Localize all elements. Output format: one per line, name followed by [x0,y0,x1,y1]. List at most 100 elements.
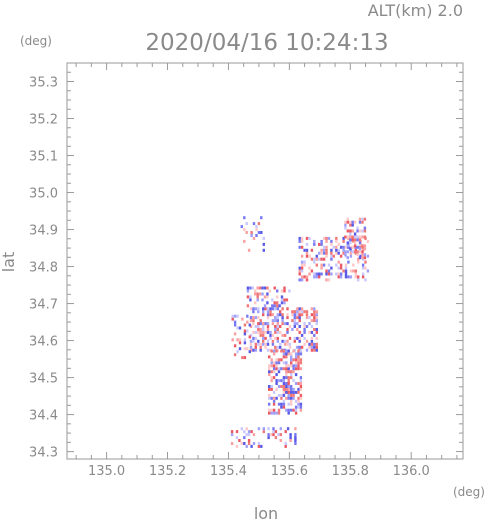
radar-cell [236,338,239,342]
x-axis-label: lon [254,504,278,521]
altitude-label: ALT(km) 2.0 [368,1,463,20]
radar-cell [271,304,274,308]
radar-cell [361,244,364,248]
radar-cell [264,336,267,340]
radar-cell [294,427,297,431]
radar-cell [231,314,234,318]
radar-cell [361,250,364,254]
radar-cell [276,316,279,320]
radar-cell [287,370,290,374]
radar-cell [238,326,242,330]
radar-cell [322,251,326,255]
radar-cell [291,319,294,323]
radar-cell [310,342,314,346]
radar-cell [335,236,338,240]
radar-cell [257,339,260,343]
radar-cell [286,307,289,311]
radar-cell [288,325,292,328]
y-tick-label: 35.3 [29,76,58,91]
radar-cell [313,272,316,276]
radar-cell [286,316,289,320]
radar-cell [293,316,296,320]
radar-cell [287,352,290,356]
radar-cell [344,220,347,224]
radar-cell [308,345,311,349]
radar-cell [361,263,365,267]
radar-cell [257,427,261,431]
radar-cell [291,310,294,314]
radar-cell [298,345,301,349]
radar-cell [264,345,267,349]
radar-cell [297,352,300,356]
radar-cell [277,411,281,415]
radar-cell [277,385,281,388]
radar-cell [297,390,300,394]
radar-cell [299,361,303,365]
radar-cell [347,275,350,279]
radar-cell [261,292,264,296]
radar-cell [330,248,333,252]
radar-cell [344,272,348,276]
radar-cell [285,367,288,371]
radar-cell [305,254,309,258]
radar-cell [238,439,241,442]
radar-cell [278,304,281,308]
radar-cell [299,402,303,406]
radar-cell [241,356,244,360]
radar-cell [337,242,340,246]
plot-frame [66,62,464,460]
radar-cell [358,229,362,233]
radar-cell [287,364,290,368]
radar-cell [274,319,277,323]
radar-cell [249,316,253,320]
radar-cell [247,248,251,252]
axis-ticks: 135.0 135.2 135.4 135.6 135.8 136.0 34.3 34.4 34… [29,62,463,479]
radar-cell [310,319,314,323]
radar-cell [315,348,318,352]
y-tick-label: 34.8 [29,261,58,276]
radar-cell [349,275,353,279]
radar-cell [282,405,286,409]
radar-cell [315,254,318,258]
radar-cell [254,348,257,352]
radar-cell [361,235,364,239]
radar-cell [250,234,253,237]
radar-cell [349,223,352,227]
radar-cell [276,325,279,328]
radar-cell [238,341,242,345]
radar-cell [290,396,293,400]
radar-cell [287,396,290,400]
radar-cell [257,442,261,445]
radar-cell [257,316,260,320]
radar-cell [330,257,333,261]
radar-cell [280,295,284,299]
radar-cell [262,310,265,314]
radar-cell [342,236,345,240]
radar-cell [262,322,265,326]
radar-cell [270,349,273,353]
radar-cell [261,286,264,290]
radar-cell [353,235,357,239]
radar-cell [276,330,279,334]
radar-cell [358,247,362,251]
radar-cell [305,325,309,328]
radar-cell [303,328,306,331]
radar-cell [287,385,290,388]
radar-cell [318,275,321,279]
radar-cell [313,328,316,331]
radar-cell [272,361,276,365]
radar-cell [275,358,278,362]
radar-cell [281,339,284,343]
radar-cell [353,241,357,245]
radar-cell [246,289,250,293]
radar-cell [313,313,316,317]
radar-cell [270,408,273,412]
radar-cell [294,411,298,415]
radar-cell [249,319,253,323]
radar-cell [308,236,311,240]
radar-cell [275,382,278,385]
radar-cell [266,325,270,328]
radar-cell [279,330,282,334]
radar-cell [300,275,304,279]
radar-cell [354,272,357,276]
